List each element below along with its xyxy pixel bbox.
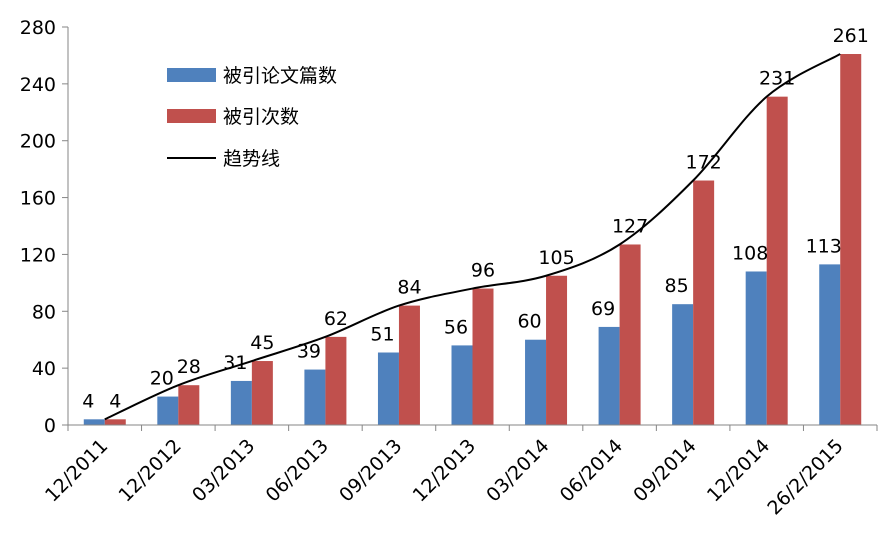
- legend-label-series1: 被引论文篇数: [223, 65, 337, 87]
- bar-series1-2: [230, 380, 252, 425]
- y-tick-label-4: 160: [20, 188, 56, 210]
- data-label-series2-2: 45: [250, 332, 274, 354]
- y-tick-label-2: 80: [32, 301, 56, 323]
- data-label-series1-9: 108: [732, 242, 768, 264]
- data-label-series1-1: 20: [150, 368, 174, 390]
- bar-series1-3: [304, 369, 326, 425]
- bar-series1-10: [819, 264, 841, 425]
- bar-series2-5: [472, 288, 494, 425]
- data-label-series2-7: 127: [612, 215, 648, 237]
- bar-series1-9: [745, 271, 767, 425]
- bar-series2-0: [104, 419, 126, 425]
- x-tick-label-5: 12/2013: [409, 435, 480, 506]
- legend-label-series2: 被引次数: [223, 106, 299, 128]
- bar-series2-2: [251, 361, 273, 425]
- bar-series1-7: [598, 326, 620, 425]
- bar-series2-8: [693, 180, 715, 425]
- data-label-series2-4: 84: [397, 277, 421, 299]
- bar-series1-1: [157, 396, 179, 425]
- data-label-series1-5: 56: [444, 316, 468, 338]
- y-tick-label-7: 280: [20, 17, 56, 39]
- x-tick-label-3: 06/2013: [262, 435, 333, 506]
- bar-series2-7: [619, 244, 641, 425]
- data-label-series1-7: 69: [591, 298, 615, 320]
- bar-series2-4: [398, 305, 420, 425]
- legend-label-trendline: 趋势线: [223, 148, 280, 170]
- x-tick-label-4: 09/2013: [335, 435, 406, 506]
- data-label-series2-10: 261: [833, 25, 869, 47]
- bar-series2-1: [178, 385, 200, 425]
- axes-group: 12/2011 12/2012 03/2013 06/2013 09/2013 12/20…: [20, 17, 878, 519]
- data-label-series2-6: 105: [538, 247, 574, 269]
- bar-series1-5: [451, 345, 473, 425]
- x-tick-label-8: 09/2014: [629, 435, 700, 506]
- x-tick-label-9: 12/2014: [703, 435, 774, 506]
- data-label-series1-3: 39: [297, 341, 321, 363]
- data-label-series2-3: 62: [324, 308, 348, 330]
- y-tick-label-1: 40: [32, 358, 56, 380]
- data-label-series2-5: 96: [471, 260, 495, 282]
- bars-group: [83, 54, 862, 426]
- data-label-series1-8: 85: [665, 275, 689, 297]
- y-tick-label-3: 120: [20, 244, 56, 266]
- bar-series1-8: [672, 304, 694, 425]
- trendline-path: [104, 53, 841, 421]
- data-label-series2-0: 4: [109, 390, 121, 412]
- bar-series2-10: [840, 54, 862, 425]
- y-tick-label-5: 200: [20, 131, 56, 153]
- data-label-series1-0: 4: [82, 390, 94, 412]
- legend-swatch-series2: [167, 109, 216, 123]
- bar-series2-9: [766, 96, 788, 426]
- x-tick-label-1: 12/2012: [114, 435, 185, 506]
- bar-series2-3: [325, 336, 347, 425]
- x-tick-label-10: 26/2/2015: [763, 435, 847, 519]
- x-tick-label-2: 03/2013: [188, 435, 259, 506]
- data-label-series1-2: 31: [223, 352, 247, 374]
- data-label-series1-6: 60: [517, 311, 541, 333]
- data-label-series2-1: 28: [177, 356, 201, 378]
- y-tick-label-6: 240: [20, 74, 56, 96]
- bar-series1-0: [83, 419, 105, 425]
- data-label-series2-9: 231: [759, 68, 795, 90]
- bar-series1-6: [525, 339, 547, 425]
- x-tick-label-6: 03/2014: [482, 435, 553, 506]
- data-label-series2-8: 172: [686, 152, 722, 174]
- trendline-group: [104, 53, 841, 421]
- x-tick-label-0: 12/2011: [41, 435, 112, 506]
- x-tick-label-7: 06/2014: [556, 435, 627, 506]
- legend-swatch-series1: [167, 68, 216, 82]
- data-label-series1-10: 113: [806, 235, 842, 257]
- bar-series2-6: [546, 275, 568, 425]
- data-label-series1-4: 51: [370, 324, 394, 346]
- bar-series1-4: [377, 352, 399, 425]
- y-tick-label-0: 0: [44, 415, 56, 437]
